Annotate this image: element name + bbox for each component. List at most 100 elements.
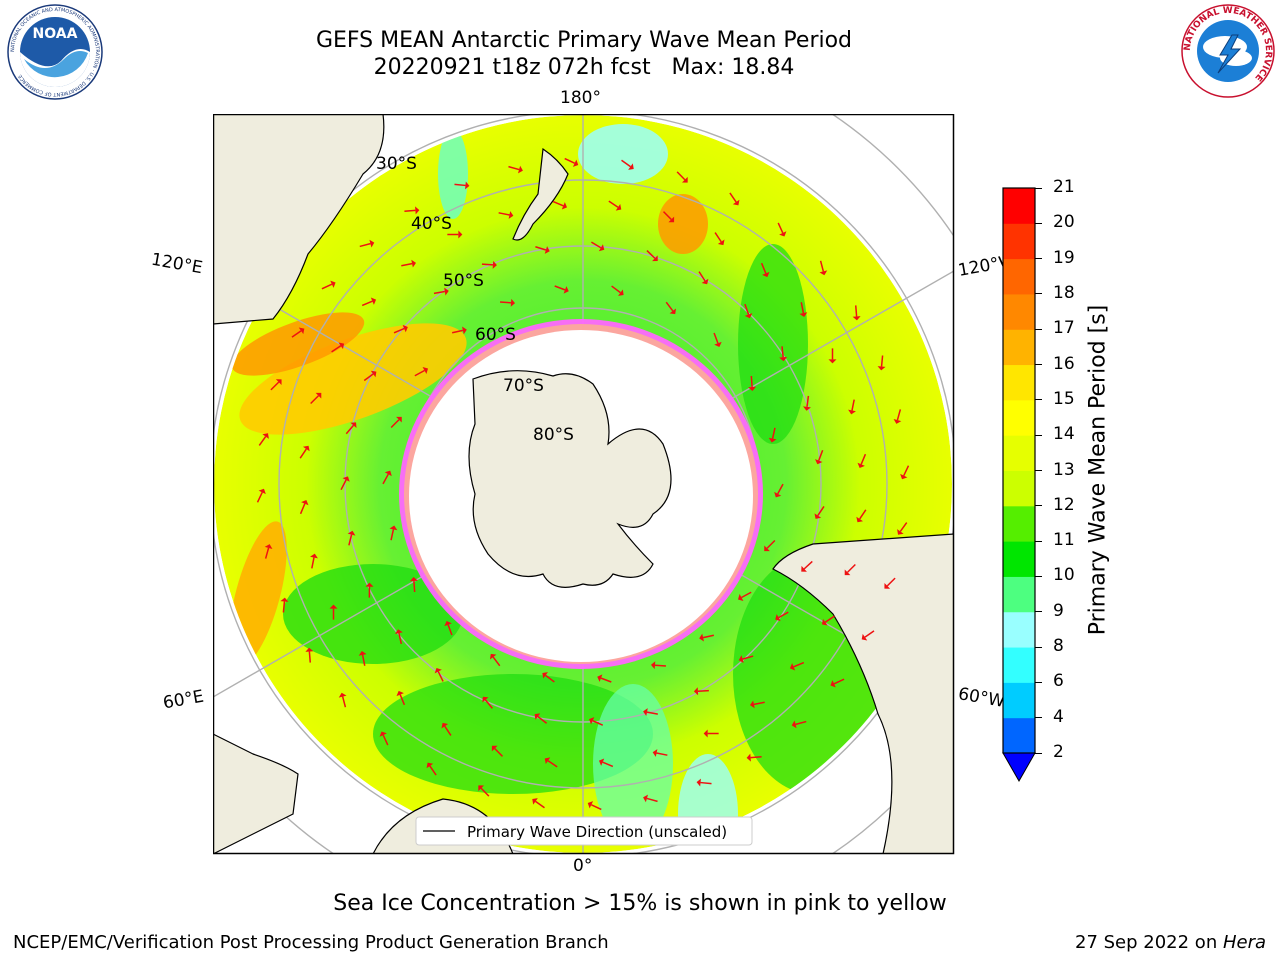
wave-arrow-shaft <box>535 800 545 809</box>
wave-arrow-shaft <box>886 577 896 587</box>
wave-arrow-head <box>301 499 309 506</box>
wave-arrow-shaft <box>447 624 453 636</box>
wave-arrow-shaft <box>484 699 493 709</box>
wave-arrow-head <box>518 165 523 174</box>
wave-arrow-shaft <box>750 755 762 759</box>
wave-arrow-head <box>861 633 868 641</box>
colorbar-tick-mark <box>1035 222 1042 224</box>
wave-arrow-shaft <box>451 329 464 334</box>
legend-label: Primary Wave Direction (unscaled) <box>467 823 727 841</box>
colorbar-tick-mark <box>1035 505 1042 507</box>
wave-arrow-head <box>877 366 886 371</box>
wave-arrow-head <box>900 473 908 480</box>
footer-host: Hera <box>1222 932 1266 953</box>
wave-arrow-head <box>830 680 836 688</box>
wave-arrow-head <box>703 729 708 738</box>
chart-subtitle: 20220921 t18z 072h fcst Max: 18.84 <box>373 55 795 80</box>
wave-arrow-shaft <box>399 694 406 706</box>
wave-arrow-head <box>369 239 375 248</box>
wave-arrow-head <box>258 488 266 495</box>
wave-arrow-shaft <box>591 241 602 249</box>
wave-arrow-shaft <box>714 232 722 243</box>
wave-arrow-shaft <box>896 409 902 421</box>
wave-arrow-head <box>409 577 418 582</box>
wave-arrow-shaft <box>382 734 389 746</box>
wave-arrow-head <box>444 620 452 627</box>
wave-arrow-shaft <box>437 671 444 682</box>
wave-arrow-head <box>852 316 861 321</box>
wave-arrow-shaft <box>345 424 355 435</box>
wave-arrow-head <box>478 785 484 792</box>
wave-arrow-head <box>465 181 470 190</box>
wave-arrow-head <box>848 409 856 415</box>
lon-label-120e: 120°E <box>149 249 205 279</box>
wave-arrow-head <box>370 297 377 305</box>
wave-arrow-shaft <box>413 580 416 593</box>
wave-arrow-head <box>280 597 289 602</box>
colorbar-label: Primary Wave Mean Period [s] <box>1085 304 1111 636</box>
wave-arrow-head <box>650 661 656 670</box>
wave-arrow-shaft <box>729 192 737 203</box>
wave-arrow-shaft <box>742 655 754 660</box>
wave-arrow-head <box>628 163 634 170</box>
wave-arrow-shaft <box>854 305 858 317</box>
colorbar-tick-label: 9 <box>1053 600 1064 621</box>
nws-logo: NATIONAL WEATHER SERVICE <box>1181 4 1275 98</box>
wave-arrow-head <box>738 655 744 663</box>
wave-arrow-shaft <box>291 330 302 338</box>
wave-arrow-head <box>799 312 808 318</box>
wave-arrow-shaft <box>771 427 776 439</box>
footer-date: 27 Sep 2022 on Hera <box>1075 932 1266 953</box>
wave-arrow-head <box>693 687 699 696</box>
wave-arrow-shaft <box>795 720 807 726</box>
wave-arrow-head <box>338 342 345 350</box>
wave-arrow-head <box>714 341 722 348</box>
wave-arrow-head <box>347 530 356 536</box>
wave-arrow-shaft <box>494 748 504 757</box>
wave-arrow-head <box>458 230 463 239</box>
wave-arrow-head <box>262 433 269 439</box>
wave-arrow-shaft <box>340 479 347 491</box>
colorbar-bin <box>1003 682 1035 719</box>
wave-arrow-head <box>411 259 417 268</box>
wave-arrow-head <box>544 757 551 765</box>
wave-arrow-head <box>572 159 579 167</box>
colorbar-tick-mark <box>1035 434 1042 436</box>
wave-arrow-shaft <box>414 369 425 377</box>
lat-label-50s: 50°S <box>443 271 484 291</box>
wave-arrow-head <box>542 672 548 679</box>
colorbar-tick-label: 19 <box>1053 247 1075 268</box>
wave-arrow-shaft <box>611 285 621 294</box>
wave-arrow-head <box>358 650 367 656</box>
wave-arrow-shaft <box>398 632 403 645</box>
wave-arrow-shaft <box>256 492 263 503</box>
colorbar-tick-mark <box>1035 470 1042 471</box>
wave-arrow-head <box>779 231 787 237</box>
wave-direction-arrows <box>256 157 910 811</box>
colorbar-bin <box>1003 541 1035 577</box>
wave-arrow-shaft <box>713 332 719 344</box>
wave-arrow-shaft <box>537 715 548 724</box>
wave-arrow-head <box>315 392 322 399</box>
wave-arrow-shaft <box>851 399 855 411</box>
colorbar-tick-label: 21 <box>1053 177 1075 197</box>
wave-arrow-shaft <box>656 752 668 756</box>
colorbar-bin <box>1003 399 1035 436</box>
wave-arrow-shaft <box>600 677 612 683</box>
colorbar-bin <box>1003 576 1035 613</box>
wave-arrow-shaft <box>299 503 306 515</box>
wave-arrow-shaft <box>382 473 389 485</box>
noaa-logo: NOAA NATIONAL OCEANIC AND ATMOSPHERIC AD… <box>7 4 103 100</box>
wave-arrow-shaft <box>390 419 400 429</box>
wave-arrow-shaft <box>621 159 631 168</box>
wave-arrow-shaft <box>361 300 373 307</box>
wave-arrow-shaft <box>899 522 908 532</box>
wave-arrow-shaft <box>393 327 405 334</box>
colorbar-tick-label: 20 <box>1053 212 1075 233</box>
wave-arrow-head <box>884 583 891 589</box>
wave-arrow-shaft <box>299 448 307 459</box>
wave-arrow-shaft <box>766 539 776 549</box>
wave-arrow-shaft <box>777 483 784 495</box>
wave-arrow-shaft <box>390 529 395 541</box>
wave-arrow-shaft <box>552 200 564 207</box>
